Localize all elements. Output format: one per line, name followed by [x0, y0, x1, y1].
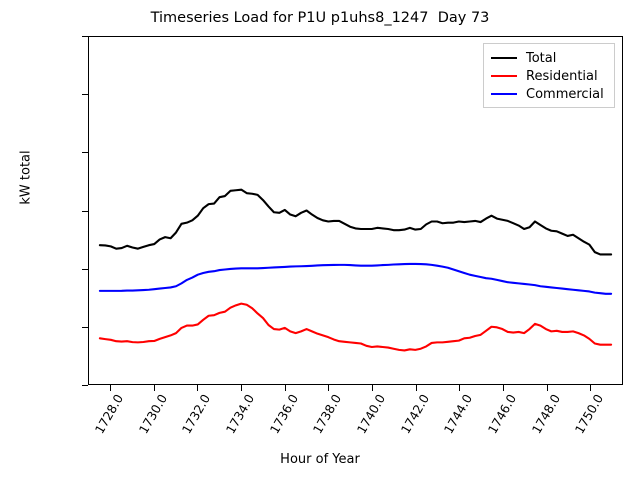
legend-color-swatch [491, 75, 517, 77]
legend-color-swatch [491, 57, 517, 59]
x-tick-mark [502, 385, 504, 391]
y-tick-mark [82, 36, 88, 37]
x-tick-label: 1740.0 [354, 392, 388, 437]
x-tick-mark [328, 385, 330, 391]
x-axis-label: Hour of Year [280, 452, 360, 467]
y-tick-mark [82, 210, 88, 212]
x-tick-mark [415, 385, 417, 391]
x-tick-mark [109, 385, 111, 391]
x-tick-mark [459, 385, 461, 391]
legend-color-swatch [491, 93, 517, 95]
legend-entry-residential[interactable]: Residential [491, 67, 607, 85]
x-tick-label: 1750.0 [572, 392, 607, 437]
x-tick-label: 1736.0 [267, 392, 301, 437]
legend-entry-commercial[interactable]: Commercial [491, 85, 607, 103]
y-axis-label: kW total [18, 150, 34, 205]
x-tick-mark [240, 385, 242, 391]
x-tick-mark [546, 385, 548, 391]
x-tick-label: 1730.0 [135, 392, 170, 437]
x-tick-label: 1748.0 [529, 392, 563, 437]
y-tick-mark [82, 385, 88, 386]
y-tick-mark [82, 326, 88, 328]
x-tick-mark [197, 385, 199, 391]
chart-title: Timeseries Load for P1U p1uhs8_1247 Day … [150, 10, 490, 26]
series-line-total [98, 188, 613, 256]
x-tick-label: 1738.0 [310, 392, 345, 437]
y-tick-mark [82, 94, 88, 96]
x-tick-mark [284, 385, 286, 391]
legend-label: Commercial [526, 86, 604, 102]
x-tick-label: 1732.0 [179, 392, 214, 437]
legend-entry-total[interactable]: Total [491, 49, 607, 67]
series-line-commercial [98, 262, 613, 295]
x-tick-label: 1728.0 [92, 392, 126, 437]
legend-label: Total [526, 50, 557, 66]
legend-label: Residential [526, 68, 598, 84]
series-lines [98, 188, 613, 352]
x-tick-label: 1744.0 [441, 392, 476, 437]
chart-legend: Total Residential Commercial [483, 43, 615, 108]
y-axis-tick-labels: 050001000015000200002500030000 [0, 0, 80, 480]
y-tick-mark [82, 268, 88, 270]
x-tick-label: 1734.0 [223, 392, 257, 437]
x-tick-mark [153, 385, 155, 391]
x-tick-mark [590, 385, 592, 391]
x-tick-label: 1746.0 [485, 392, 520, 437]
x-tick-mark [371, 385, 373, 391]
y-tick-mark [82, 152, 88, 154]
x-tick-label: 1742.0 [398, 392, 432, 437]
series-line-residential [98, 302, 613, 352]
